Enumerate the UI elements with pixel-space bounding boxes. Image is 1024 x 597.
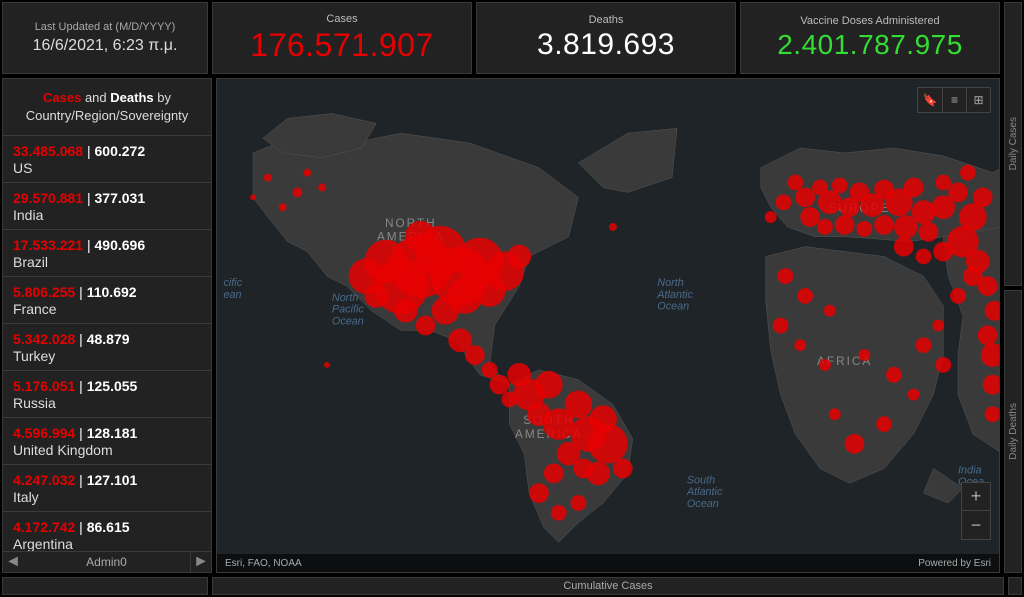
stat-cases: Cases 176.571.907: [212, 2, 472, 74]
country-list[interactable]: 33.485.068 | 600.272US29.570.881 | 377.0…: [3, 135, 211, 551]
country-row[interactable]: 29.570.881 | 377.031India: [3, 182, 211, 229]
country-cases: 4.247.032: [13, 472, 75, 488]
country-row[interactable]: 17.533.221 | 490.696Brazil: [3, 229, 211, 276]
basemap-icon[interactable]: ⊞: [966, 88, 990, 112]
rail-daily-cases[interactable]: Daily Cases: [1004, 2, 1022, 286]
country-row[interactable]: 4.596.994 | 128.181United Kingdom: [3, 417, 211, 464]
stat-cases-value: 176.571.907: [250, 27, 433, 64]
bottom-tab-cumulative[interactable]: Cumulative Cases: [212, 577, 1004, 595]
country-name: France: [13, 301, 201, 317]
country-cases: 5.342.028: [13, 331, 75, 347]
country-deaths: 125.055: [87, 378, 138, 394]
sidebar-tab-admin0[interactable]: Admin0: [23, 552, 191, 572]
map[interactable]: NORTHAMERICASOUTHAMERICAEUROPEAFRICANort…: [216, 78, 1000, 573]
country-deaths: 128.181: [87, 425, 138, 441]
stat-deaths: Deaths 3.819.693: [476, 2, 736, 74]
country-cases: 5.176.051: [13, 378, 75, 394]
country-deaths: 600.272: [95, 143, 146, 159]
country-row[interactable]: 33.485.068 | 600.272US: [3, 135, 211, 182]
country-cases: 4.596.994: [13, 425, 75, 441]
country-name: Argentina: [13, 536, 201, 551]
svg-text:SouthAtlanticOcean: SouthAtlanticOcean: [686, 474, 723, 510]
sidebar-footer: ◄ Admin0 ►: [3, 551, 211, 572]
country-name: Russia: [13, 395, 201, 411]
svg-text:cificean: cificean: [223, 277, 242, 301]
country-row[interactable]: 4.172.742 | 86.615Argentina: [3, 511, 211, 551]
country-row[interactable]: 5.806.255 | 110.692France: [3, 276, 211, 323]
map-toolbar: 🔖 ≡ ⊞: [917, 87, 991, 113]
country-deaths: 86.615: [87, 519, 130, 535]
zoom-out-button[interactable]: −: [962, 511, 990, 539]
bottom-spacer-left: [2, 577, 208, 595]
last-updated-panel: Last Updated at (M/D/YYYY) 16/6/2021, 6:…: [2, 2, 208, 74]
sidebar-title: Cases and Deaths by Country/Region/Sover…: [3, 79, 211, 135]
country-deaths: 110.692: [87, 284, 137, 300]
map-landmasses: [253, 114, 999, 543]
country-name: Italy: [13, 489, 201, 505]
stat-vaccines: Vaccine Doses Administered 2.401.787.975: [740, 2, 1000, 74]
bottom-spacer-right: [1008, 577, 1022, 595]
country-cases: 17.533.221: [13, 237, 83, 253]
stat-vaccines-label: Vaccine Doses Administered: [800, 15, 939, 27]
country-name: Turkey: [13, 348, 201, 364]
map-attribution: Esri, FAO, NOAA: [225, 558, 302, 569]
zoom-controls: + −: [961, 482, 991, 540]
stat-vaccines-value: 2.401.787.975: [777, 29, 963, 61]
country-cases: 5.806.255: [13, 284, 75, 300]
header-row: Last Updated at (M/D/YYYY) 16/6/2021, 6:…: [2, 2, 1000, 74]
country-deaths: 377.031: [95, 190, 146, 206]
country-name: Brazil: [13, 254, 201, 270]
country-cases: 29.570.881: [13, 190, 83, 206]
map-svg: NORTHAMERICASOUTHAMERICAEUROPEAFRICANort…: [217, 79, 999, 572]
bookmark-icon[interactable]: 🔖: [918, 88, 942, 112]
country-row[interactable]: 5.176.051 | 125.055Russia: [3, 370, 211, 417]
rail-daily-deaths[interactable]: Daily Deaths: [1004, 290, 1022, 574]
country-row[interactable]: 4.247.032 | 127.101Italy: [3, 464, 211, 511]
country-deaths: 48.879: [87, 331, 130, 347]
country-name: India: [13, 207, 201, 223]
country-deaths: 127.101: [87, 472, 138, 488]
zoom-in-button[interactable]: +: [962, 483, 990, 511]
tab-next-icon[interactable]: ►: [191, 552, 211, 572]
last-updated-label: Last Updated at (M/D/YYYY): [35, 21, 176, 33]
sidebar-title-deaths: Deaths: [110, 90, 153, 105]
svg-text:NorthAtlanticOcean: NorthAtlanticOcean: [656, 277, 693, 313]
country-name: United Kingdom: [13, 442, 201, 458]
sidebar-title-cases: Cases: [43, 90, 81, 105]
legend-icon[interactable]: ≡: [942, 88, 966, 112]
country-deaths: 490.696: [95, 237, 146, 253]
last-updated-value: 16/6/2021, 6:23 π.μ.: [33, 37, 178, 55]
country-name: US: [13, 160, 201, 176]
country-cases: 4.172.742: [13, 519, 75, 535]
right-rail: Daily Cases Daily Deaths: [1004, 2, 1022, 573]
sidebar: Cases and Deaths by Country/Region/Sover…: [2, 78, 212, 573]
country-cases: 33.485.068: [13, 143, 83, 159]
map-footer: Esri, FAO, NOAA Powered by Esri: [217, 554, 999, 572]
country-row[interactable]: 5.342.028 | 48.879Turkey: [3, 323, 211, 370]
bottom-bar: Cumulative Cases: [2, 577, 1022, 595]
stat-deaths-value: 3.819.693: [537, 28, 675, 62]
tab-prev-icon[interactable]: ◄: [3, 552, 23, 572]
stat-cases-label: Cases: [326, 13, 357, 25]
stat-deaths-label: Deaths: [589, 14, 624, 26]
map-powered-by: Powered by Esri: [918, 558, 991, 569]
